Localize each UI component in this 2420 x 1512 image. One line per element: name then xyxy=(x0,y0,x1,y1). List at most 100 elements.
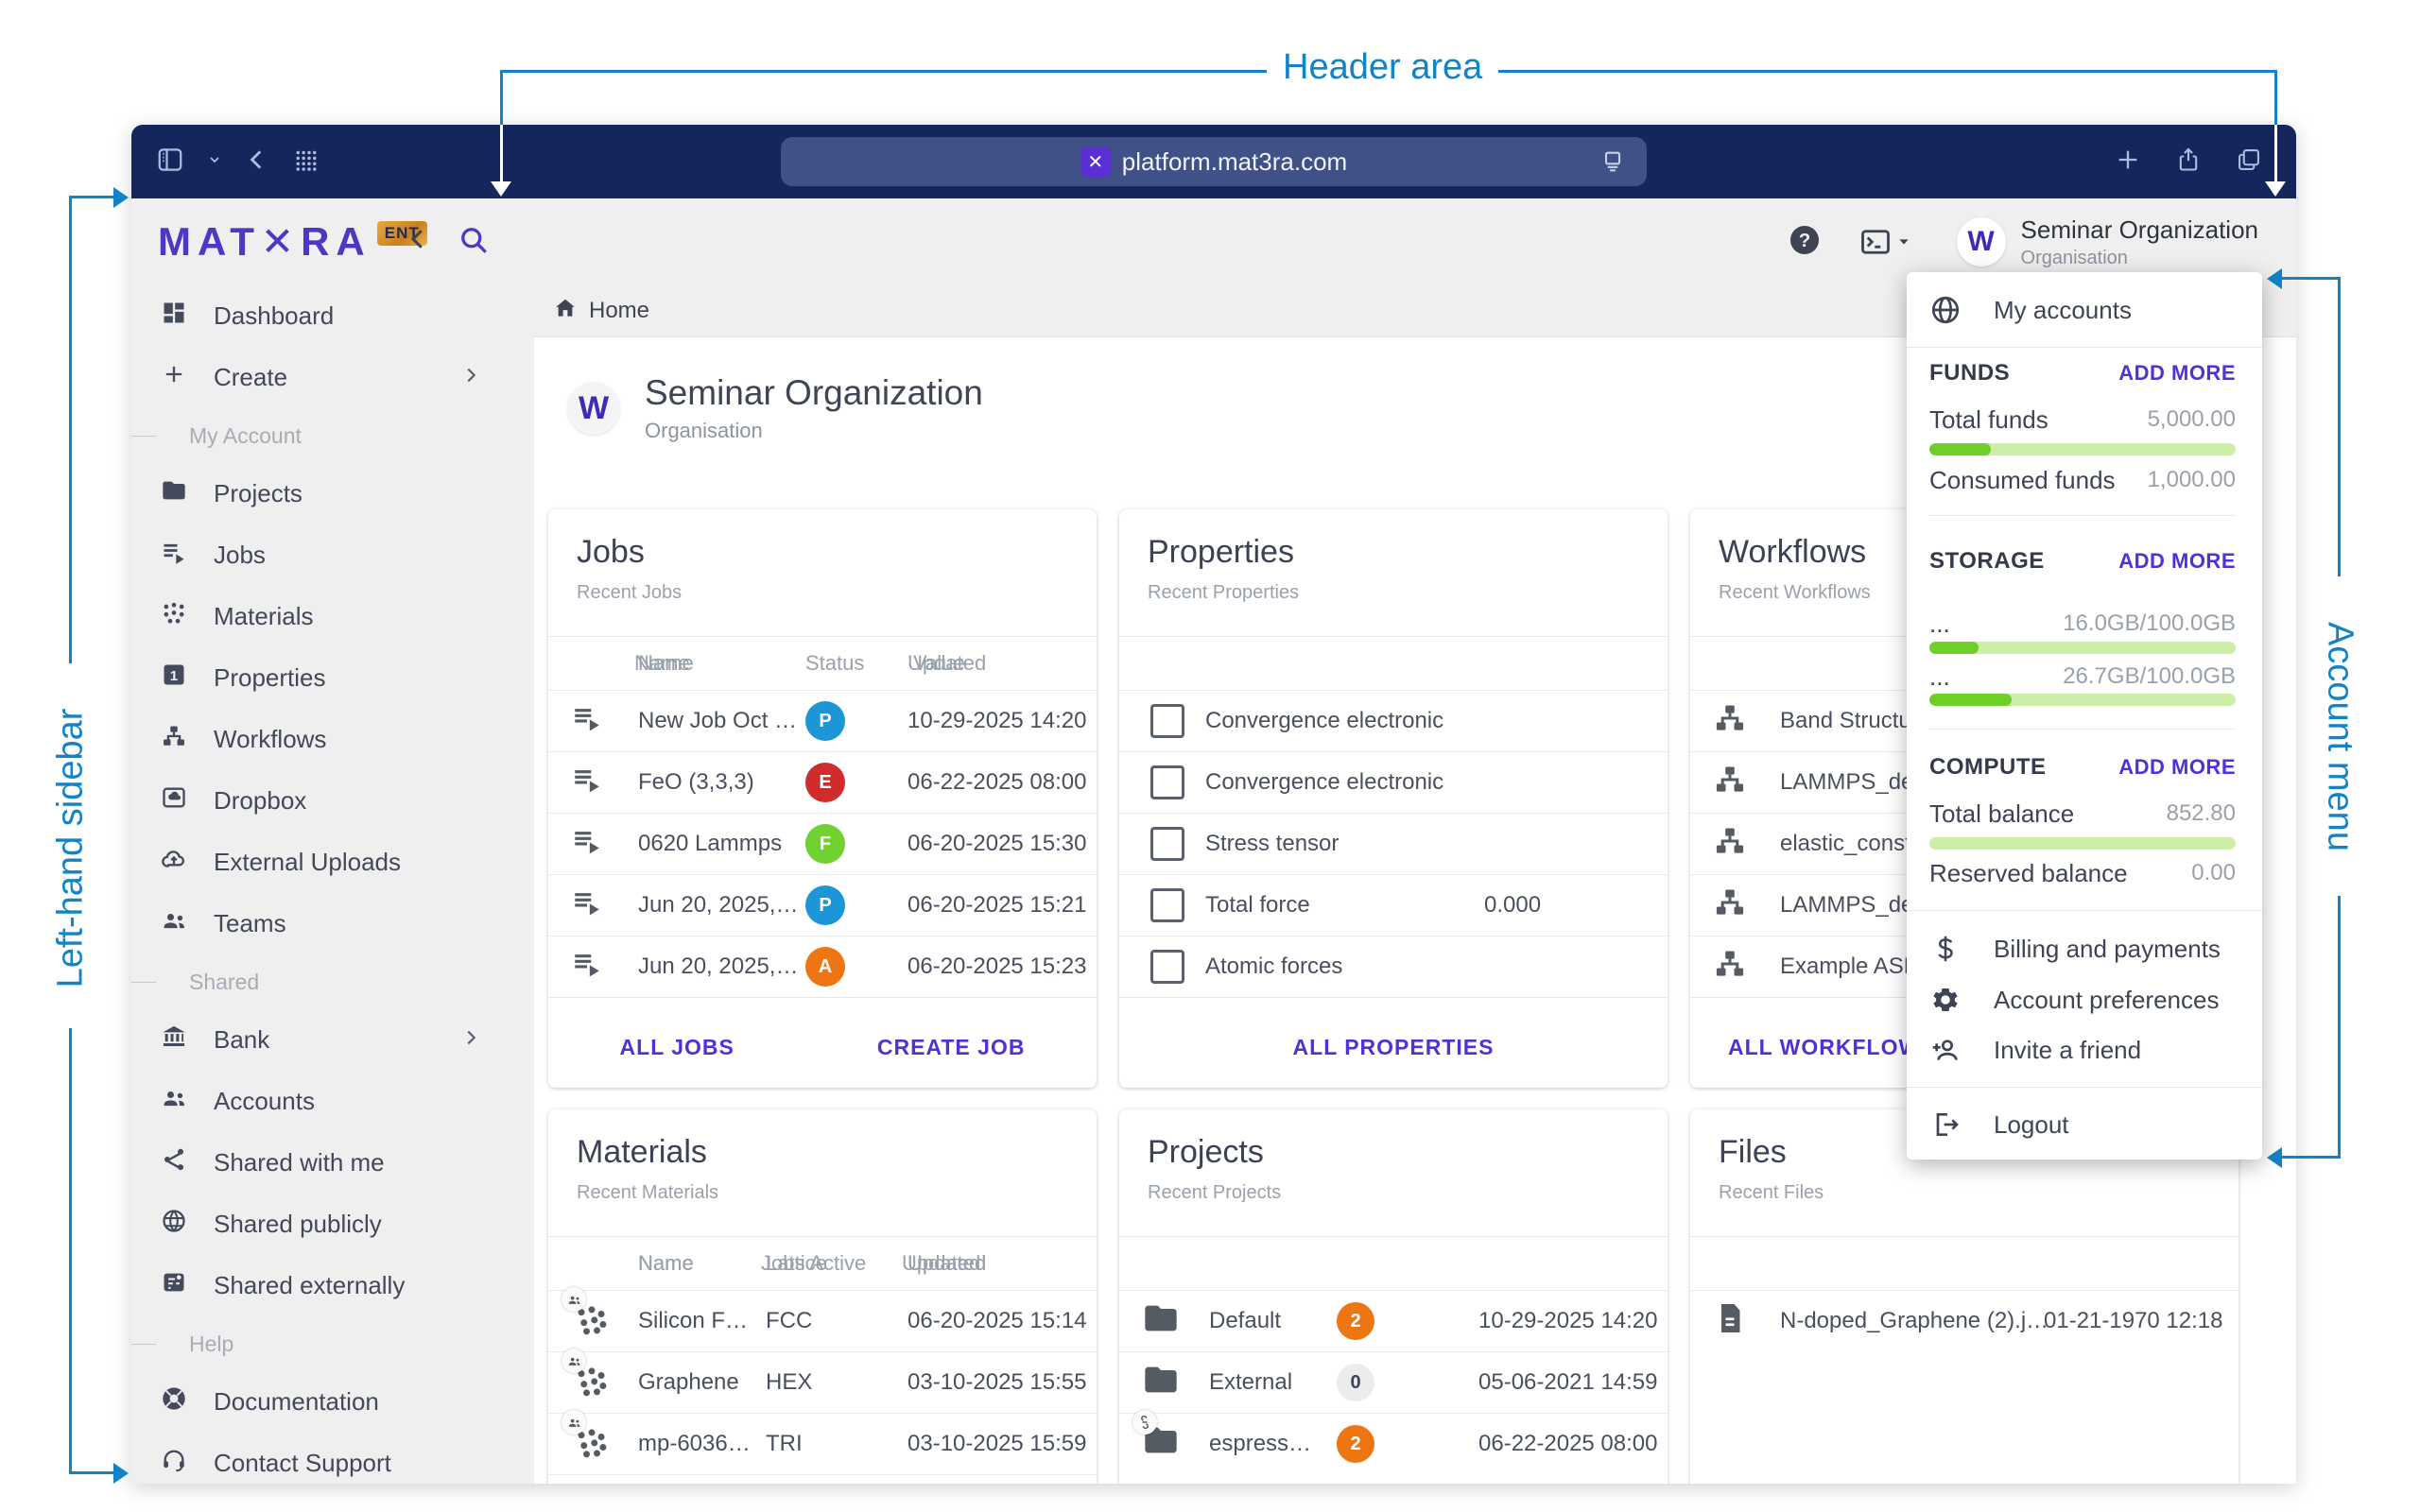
sidebar-item-contact-support[interactable]: Contact Support xyxy=(131,1433,534,1494)
sidebar-item-dropbox[interactable]: Dropbox xyxy=(131,770,534,832)
table-row[interactable]: External 0 05-06-2021 14:59 xyxy=(1119,1351,1668,1413)
annotation-line xyxy=(2280,1156,2341,1159)
row-checkbox[interactable] xyxy=(1150,888,1184,922)
all-properties-link[interactable]: ALL PROPERTIES xyxy=(1292,1035,1495,1059)
projects-card-title: Projects xyxy=(1148,1134,1264,1170)
table-row[interactable]: 0620 Lammps F 06-20-2025 15:30 xyxy=(548,813,1097,874)
sidebar-item-workflows[interactable]: Workflows xyxy=(131,709,534,770)
back-icon[interactable] xyxy=(245,147,269,177)
chevron-down-icon[interactable] xyxy=(207,152,222,172)
annotation-line xyxy=(2280,277,2341,280)
job-icon xyxy=(571,886,603,925)
table-row[interactable]: espress… 2 06-22-2025 08:00 xyxy=(1119,1410,1668,1474)
reader-view-icon[interactable] xyxy=(1599,148,1626,181)
table-row[interactable]: FeO (3,3,3) E 06-22-2025 08:00 xyxy=(548,751,1097,813)
sidebar-item-shared-with-me[interactable]: Shared with me xyxy=(131,1132,534,1194)
sidebar-section-help: Help xyxy=(131,1316,534,1371)
sidebar-item-documentation[interactable]: Documentation xyxy=(131,1371,534,1433)
svg-text:?: ? xyxy=(1798,230,1810,251)
sidebar-section-my-account: My Account xyxy=(131,408,534,463)
dropbox-icon xyxy=(161,784,189,817)
table-row[interactable]: mp-6036… TRI 03-10-2025 15:59 xyxy=(548,1410,1097,1474)
jobs-active-badge: 2 xyxy=(1337,1302,1374,1340)
sidebar-toggle-icon[interactable] xyxy=(156,146,184,179)
table-row[interactable] xyxy=(548,1474,1097,1484)
table-row[interactable]: Default 2 10-29-2025 14:20 xyxy=(1119,1290,1668,1351)
folder-icon xyxy=(1142,1299,1180,1344)
console-menu-icon[interactable] xyxy=(1858,225,1911,259)
funds-add-more-link[interactable]: ADD MORE xyxy=(2118,361,2236,385)
reserved-balance-row: Reserved balance 0.00 xyxy=(1929,858,2236,887)
svg-text:1: 1 xyxy=(170,668,178,684)
all-jobs-link[interactable]: ALL JOBS xyxy=(619,1035,735,1059)
sidebar-item-jobs[interactable]: Jobs xyxy=(131,524,534,586)
storage-progress-bar xyxy=(1929,642,2236,654)
menu-item-my-accounts[interactable]: My accounts xyxy=(1929,284,2236,336)
table-row[interactable]: Silicon F… FCC 06-20-2025 15:14 xyxy=(548,1287,1097,1351)
materials-icon xyxy=(161,600,189,633)
address-bar[interactable]: ✕ platform.mat3ra.com xyxy=(781,137,1647,186)
files-card-title: Files xyxy=(1719,1134,1787,1170)
table-row[interactable]: Convergence electronic xyxy=(1119,751,1668,813)
table-row[interactable]: Jun 20, 2025,… P 06-20-2025 15:21 xyxy=(548,874,1097,936)
search-icon[interactable] xyxy=(457,223,491,262)
annotation-account-menu: Account menu xyxy=(2320,622,2360,851)
sidebar-item-properties[interactable]: 1 Properties xyxy=(131,647,534,709)
menu-item-billing[interactable]: Billing and payments xyxy=(1929,924,2236,973)
sidebar-item-external-uploads[interactable]: External Uploads xyxy=(131,832,534,893)
compute-add-more-link[interactable]: ADD MORE xyxy=(2118,755,2236,779)
table-row[interactable]: Stress tensor xyxy=(1119,813,1668,874)
row-checkbox[interactable] xyxy=(1150,704,1184,738)
user-avatar[interactable]: W xyxy=(1956,217,2006,266)
chevron-right-icon xyxy=(460,363,481,392)
row-checkbox[interactable] xyxy=(1150,827,1184,861)
sidebar-section-shared: Shared xyxy=(131,954,534,1009)
create-job-link[interactable]: CREATE JOB xyxy=(876,1035,1026,1059)
table-row[interactable]: Convergence electronic xyxy=(1119,690,1668,751)
menu-item-invite[interactable]: Invite a friend xyxy=(1929,1025,2236,1074)
breadcrumb-home: Home xyxy=(589,298,650,323)
sidebar-item-materials[interactable]: Materials xyxy=(131,586,534,647)
tabs-overview-icon[interactable] xyxy=(2236,146,2262,178)
people-icon xyxy=(161,907,189,940)
sidebar-item-bank[interactable]: Bank xyxy=(131,1009,534,1071)
properties-icon: 1 xyxy=(161,662,189,695)
row-checkbox[interactable] xyxy=(1150,765,1184,799)
table-row[interactable]: Jun 20, 2025,… A 06-20-2025 15:23 xyxy=(548,936,1097,997)
sidebar-item-projects[interactable]: Projects xyxy=(131,463,534,524)
row-checkbox[interactable] xyxy=(1150,950,1184,984)
material-icon xyxy=(562,1287,616,1344)
sidebar-item-accounts[interactable]: Accounts xyxy=(131,1071,534,1132)
sidebar-collapse-icon[interactable] xyxy=(404,225,432,258)
new-tab-icon[interactable] xyxy=(2115,146,2141,178)
table-row[interactable]: N-doped_Graphene (2).j… 01-21-1970 12:18 xyxy=(1690,1290,2238,1351)
menu-item-preferences[interactable]: Account preferences xyxy=(1929,975,2236,1024)
annotation-line xyxy=(500,70,503,125)
annotation-line xyxy=(69,196,72,663)
all-workflows-link[interactable]: ALL WORKFLOWS xyxy=(1728,1035,1936,1059)
sidebar-item-shared-publicly[interactable]: Shared publicly xyxy=(131,1194,534,1255)
mat3ra-logo[interactable]: MAT✕RA ENT xyxy=(158,219,427,265)
annotation-line xyxy=(69,196,116,198)
total-balance-row: Total balance 852.80 xyxy=(1929,799,2236,828)
sidebar-item-create[interactable]: Create xyxy=(131,347,534,408)
sidebar-item-shared-externally[interactable]: Shared externally xyxy=(131,1255,534,1316)
sidebar-item-teams[interactable]: Teams xyxy=(131,893,534,954)
menu-item-logout[interactable]: Logout xyxy=(1929,1100,2236,1149)
material-icon xyxy=(562,1349,616,1405)
job-icon xyxy=(571,948,603,987)
table-row[interactable]: Graphene HEX 03-10-2025 15:55 xyxy=(548,1349,1097,1413)
material-icon xyxy=(571,1483,616,1484)
browser-toolbar: ✕ platform.mat3ra.com xyxy=(131,125,2296,198)
funds-section-header: FUNDS ADD MORE xyxy=(1929,360,2236,386)
user-info[interactable]: Seminar Organization Organisation xyxy=(2021,215,2258,269)
sidebar-item-dashboard[interactable]: Dashboard xyxy=(131,285,534,347)
table-row[interactable]: Atomic forces xyxy=(1119,936,1668,997)
help-icon[interactable]: ? xyxy=(1787,222,1823,263)
table-row[interactable]: Total force 0.000 xyxy=(1119,874,1668,936)
tab-grid-icon[interactable] xyxy=(292,146,320,179)
storage-add-more-link[interactable]: ADD MORE xyxy=(2118,549,2236,573)
table-row[interactable]: New Job Oct … P 10-29-2025 14:20 xyxy=(548,690,1097,751)
share-icon[interactable] xyxy=(2175,146,2202,178)
